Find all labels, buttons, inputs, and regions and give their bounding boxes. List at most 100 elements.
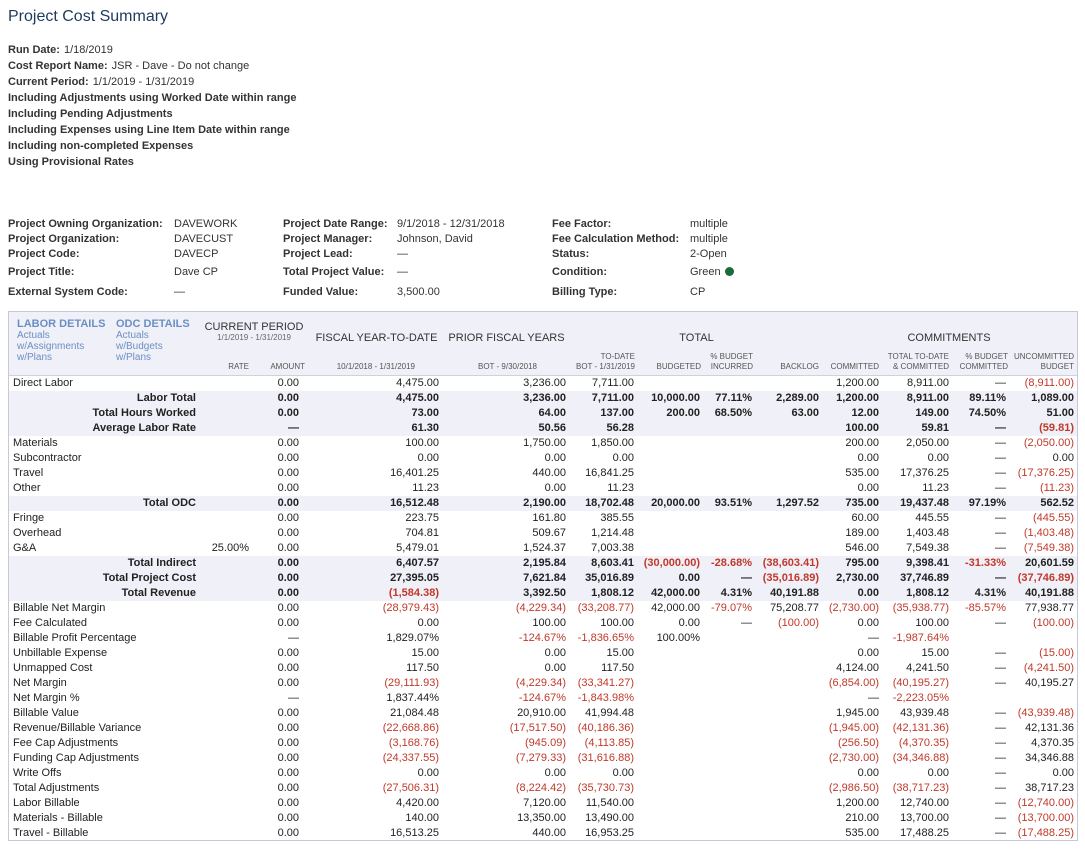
table-cell: (30,000.00) — [643, 557, 700, 569]
table-cell: 0.00 — [277, 722, 299, 734]
table-cell: 4,420.00 — [396, 797, 439, 809]
run-info-line: Including Adjustments using Worked Date … — [8, 90, 296, 106]
table-cell: 0.00 — [277, 437, 299, 449]
table-cell: (22,668.86) — [382, 722, 439, 734]
table-row: G&A 25.00% 0.00 5,479.01 1,524.37 7,003.38 546… — [9, 541, 1077, 556]
table-cell: 16,512.48 — [390, 497, 439, 509]
table-row: Travel 0.00 16,401.25 440.00 16,841.25 535.00… — [9, 466, 1077, 481]
page-title: Project Cost Summary — [8, 8, 169, 25]
table-cell: 7,711.00 — [591, 377, 634, 389]
table-cell: 0.00 — [277, 737, 299, 749]
table-cell: 0.00 — [857, 482, 879, 494]
table-cell: 440.00 — [532, 467, 566, 479]
odc-actuals-link[interactable]: Actuals — [116, 330, 149, 341]
labor-plans-link[interactable]: w/Plans — [17, 352, 53, 363]
table-cell: (35,016.89) — [762, 572, 819, 584]
table-cell: 795.00 — [845, 557, 879, 569]
table-cell: 16,953.25 — [585, 827, 634, 839]
table-cell: 16,401.25 — [390, 467, 439, 479]
table-cell: 15.00 — [606, 647, 634, 659]
table-cell: (40,195.27) — [892, 677, 949, 689]
table-cell: 5,479.01 — [396, 542, 439, 554]
table-cell: 0.00 — [277, 497, 299, 509]
run-info-line: Including Expenses using Line Item Date … — [8, 122, 296, 138]
table-cell: -1,836.65% — [577, 632, 634, 644]
run-info-line: Current Period: 1/1/2019 - 1/31/2019 — [8, 74, 296, 90]
table-cell: 9,398.41 — [906, 557, 949, 569]
table-cell: (33,208.77) — [577, 602, 634, 614]
table-cell: — — [741, 572, 752, 584]
row-label: Net Margin — [13, 677, 67, 689]
table-cell: 68.50% — [714, 407, 752, 419]
table-cell: 3,236.00 — [523, 392, 566, 404]
table-cell: -1,843.98% — [577, 692, 634, 704]
table-cell: 1,214.48 — [591, 527, 634, 539]
table-cell: 546.00 — [845, 542, 879, 554]
table-row: Total Hours Worked 0.00 73.00 64.00 137.00 20… — [9, 406, 1077, 421]
table-cell: 27,395.05 — [390, 572, 439, 584]
table-cell: 2,289.00 — [776, 392, 819, 404]
table-cell: (35,938.77) — [892, 602, 949, 614]
run-info-value: 1/18/2019 — [63, 44, 113, 56]
prior-fy-header: PRIOR FISCAL YEARS — [448, 332, 565, 344]
table-cell: 40,195.27 — [1025, 677, 1074, 689]
table-cell: — — [995, 542, 1006, 554]
row-label: Materials - Billable — [13, 812, 103, 824]
table-cell: 1,850.00 — [591, 437, 634, 449]
odc-plans-link[interactable]: w/Plans — [116, 352, 152, 363]
table-cell: 11.23 — [922, 482, 949, 494]
odc-budgets-link[interactable]: w/Budgets — [116, 341, 163, 352]
table-cell: (256.50) — [838, 737, 879, 749]
table-cell: 1,200.00 — [836, 797, 879, 809]
row-label: Fee Calculated — [13, 617, 87, 629]
table-cell: (445.55) — [1033, 512, 1074, 524]
table-cell: 17,376.25 — [900, 467, 949, 479]
table-cell: 41,994.48 — [585, 707, 634, 719]
table-cell: 189.00 — [845, 527, 879, 539]
table-row: Revenue/Billable Variance 0.00 (22,668.86)… — [9, 721, 1077, 736]
table-row: Fee Cap Adjustments 0.00 (3,168.76) (945.09… — [9, 736, 1077, 751]
table-cell: (8,911.00) — [1024, 377, 1074, 389]
table-cell: 140.00 — [405, 812, 439, 824]
table-cell: 0.00 — [277, 572, 299, 584]
table-cell: 93.51% — [714, 497, 752, 509]
row-label: Total Revenue — [121, 587, 196, 599]
run-info-value: 1/1/2019 - 1/31/2019 — [92, 76, 195, 88]
table-cell: 13,700.00 — [900, 812, 949, 824]
table-row: Billable Value 0.00 21,084.48 20,910.00 41,9… — [9, 706, 1077, 721]
table-cell: 0.00 — [277, 707, 299, 719]
table-cell: (2,730.00) — [828, 752, 879, 764]
table-cell: 0.00 — [544, 482, 566, 494]
row-label: Travel - Billable — [13, 827, 89, 839]
table-cell: — — [995, 722, 1006, 734]
row-label: Travel — [13, 467, 44, 479]
table-cell: 200.00 — [666, 407, 700, 419]
table-cell: 137.00 — [600, 407, 634, 419]
table-row: Average Labor Rate — 61.30 50.56 56.28 100.00… — [9, 421, 1077, 436]
col-backlog: BACKLOG — [780, 362, 819, 371]
table-cell: -124.67% — [518, 692, 566, 704]
table-cell: 13,350.00 — [517, 812, 566, 824]
row-label: Fee Cap Adjustments — [13, 737, 119, 749]
table-row: Travel - Billable 0.00 16,513.25 440.00 16,9… — [9, 826, 1077, 840]
table-cell: 6,407.57 — [396, 557, 439, 569]
run-info-line: Including Pending Adjustments — [8, 106, 296, 122]
table-cell: — — [288, 422, 299, 434]
table-row: Direct Labor 0.00 4,475.00 3,236.00 7,711.00… — [9, 376, 1077, 391]
row-label: Other — [13, 482, 41, 494]
table-cell: 18,702.48 — [585, 497, 634, 509]
table-cell: — — [288, 632, 299, 644]
table-cell: 7,711.00 — [591, 392, 634, 404]
table-cell: 0.00 — [927, 767, 949, 779]
cost-summary-table: LABOR DETAILS Actuals w/Assignments w/Pl… — [8, 311, 1078, 841]
table-body: Direct Labor 0.00 4,475.00 3,236.00 7,711.00… — [9, 376, 1077, 840]
table-cell: 385.55 — [600, 512, 634, 524]
table-cell: 0.00 — [277, 587, 299, 599]
table-cell: 100.00 — [600, 617, 634, 629]
table-cell: 0.00 — [277, 752, 299, 764]
table-row: Materials 0.00 100.00 1,750.00 1,850.00 200.0… — [9, 436, 1077, 451]
labor-actuals-link[interactable]: Actuals — [17, 330, 50, 341]
col-uncommitted: UNCOMMITTED BUDGET — [1014, 352, 1074, 371]
run-info-line: Run Date: 1/18/2019 — [8, 42, 296, 58]
labor-assignments-link[interactable]: w/Assignments — [17, 341, 85, 352]
